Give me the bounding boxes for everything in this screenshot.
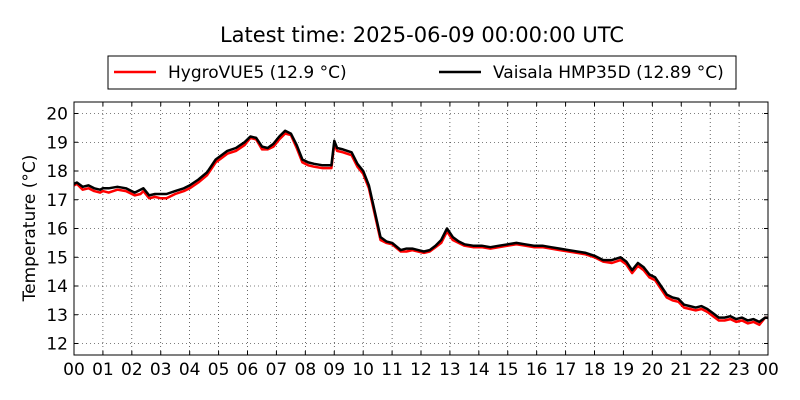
x-tick-label: 06 [237,360,259,380]
legend-frame [107,55,737,90]
x-tick-label: 15 [497,360,519,380]
series-line-1 [73,129,769,324]
y-tick-label: 15 [46,248,68,268]
x-tick-label: 18 [584,360,606,380]
x-tick-label: 23 [728,360,750,380]
y-tick-label: 13 [46,306,68,326]
x-tick-label: 17 [555,360,577,380]
axis-ticks [73,102,769,355]
x-tick-label: 08 [295,360,317,380]
x-tick-label: 13 [439,360,461,380]
legend-label-0: HygroVUE5 (12.9 °C) [168,63,347,83]
x-tick-label: 12 [410,360,432,380]
x-tick-label: 10 [352,360,374,380]
x-tick-label: 14 [468,360,490,380]
y-axis-tick-labels: 12 13 14 15 16 17 18 19 20 [46,105,68,355]
x-tick-label: 16 [526,360,548,380]
x-tick-label: 05 [208,360,230,380]
x-tick-label: 01 [92,360,114,380]
grid [73,102,769,355]
x-tick-label: 09 [323,360,345,380]
y-tick-label: 14 [46,277,68,297]
y-tick-label: 17 [46,191,68,211]
y-tick-label: 20 [46,105,68,125]
x-tick-label: 21 [670,360,692,380]
x-tick-label: 02 [121,360,143,380]
x-axis-tick-labels: 00 01 02 03 04 05 06 07 08 09 10 11 12 13 14 15 16 17 18 19… [63,360,779,380]
x-tick-label: 00 [757,360,779,380]
y-tick-label: 19 [46,133,68,153]
x-tick-label: 19 [613,360,635,380]
plot-series [73,129,769,327]
y-tick-label: 16 [46,220,68,240]
x-tick-label: 20 [642,360,664,380]
x-tick-label: 22 [699,360,721,380]
x-tick-label: 00 [63,360,85,380]
legend: HygroVUE5 (12.9 °C) Vaisala HMP35D (12.89… [107,55,737,90]
x-tick-label: 07 [266,360,288,380]
series-line-0 [73,132,768,327]
chart-title: Latest time: 2025-06-09 00:00:00 UTC [220,23,624,47]
y-tick-label: 18 [46,162,68,182]
x-tick-label: 11 [381,360,403,380]
legend-label-1: Vaisala HMP35D (12.89 °C) [493,63,724,83]
y-tick-label: 12 [46,335,68,355]
x-tick-label: 04 [179,360,201,380]
x-tick-label: 03 [150,360,172,380]
y-axis-label: Temperature (°C) [20,155,40,303]
